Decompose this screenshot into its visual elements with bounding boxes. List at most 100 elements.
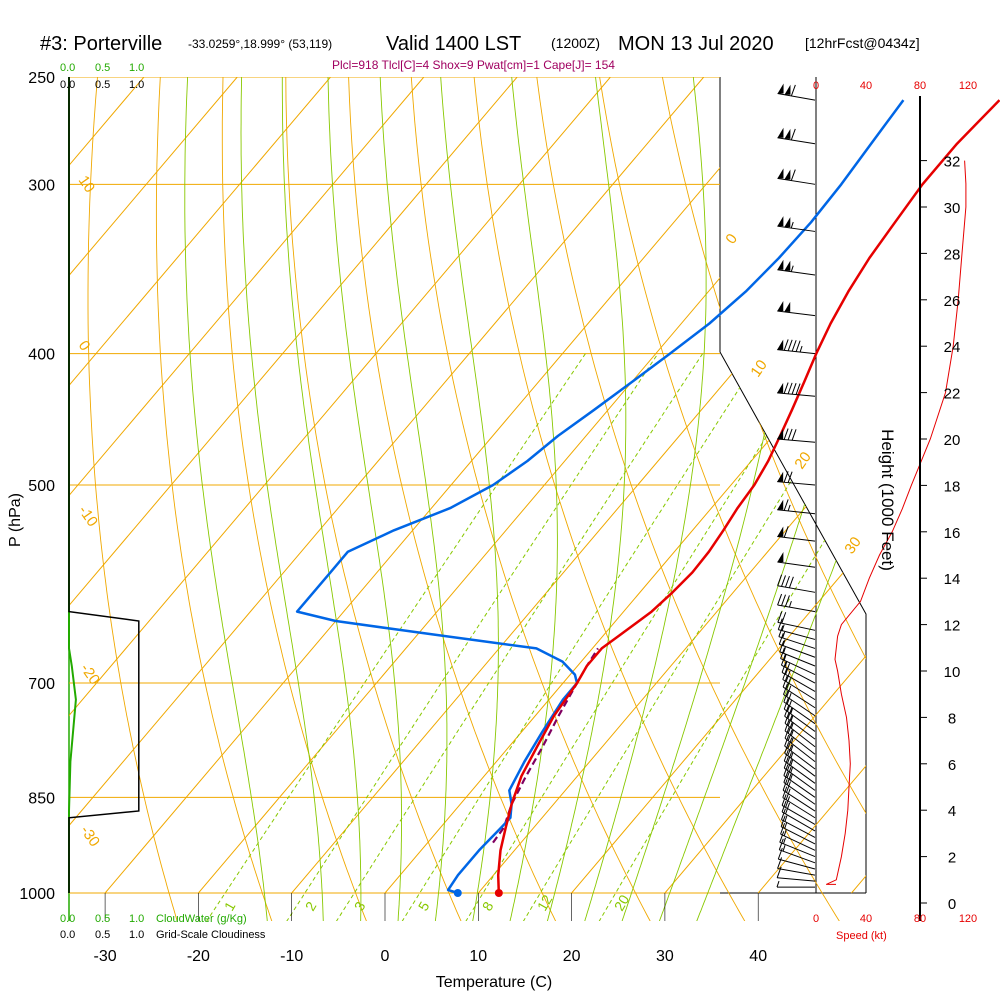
barb-flag — [782, 612, 786, 623]
barb-shaft — [777, 270, 815, 275]
height-tick-label: 30 — [944, 200, 961, 217]
speed-tick-top-1: 40 — [860, 80, 872, 92]
mixing-ratio-line-3 — [336, 354, 702, 922]
height-axis-title: Height (1000 Feet) — [878, 429, 897, 571]
barb-flag — [784, 339, 788, 350]
cloudiness-tick-bottom-2: 1.0 — [129, 929, 144, 941]
pressure-tick-label: 850 — [28, 790, 55, 807]
pressure-tick-label: 1000 — [19, 886, 55, 903]
dry-adiabat-320 — [534, 53, 840, 922]
barb-flag — [782, 575, 786, 586]
dry-adiabat-250 — [88, 53, 177, 922]
moist-adiabat-12 — [435, 0, 498, 922]
barb-half-flag — [789, 601, 791, 607]
cloudiness-label: Grid-Scale Cloudiness — [156, 929, 266, 941]
speed-tick-top-0: 0 — [813, 80, 819, 92]
height-tick-label: 32 — [944, 154, 961, 171]
barb-shaft — [777, 439, 815, 442]
cloudiness-tick-bottom-0: 0.0 — [60, 929, 75, 941]
height-tick-label: 26 — [944, 293, 961, 310]
temperature-trace — [498, 100, 999, 893]
barb-pennant — [777, 216, 783, 226]
wind-barb — [777, 881, 815, 887]
barb-pennant — [784, 169, 790, 179]
height-tick-label: 2 — [948, 850, 956, 867]
wind-barb — [781, 816, 815, 844]
mixing-ratio-label: 1 — [221, 899, 239, 914]
wind-barb — [777, 339, 815, 353]
wind-barb — [778, 594, 815, 612]
speed-tick-bottom-3: 120 — [959, 913, 977, 925]
surface-temperature-point — [495, 889, 503, 897]
barb-flag — [788, 383, 792, 394]
cloudwater-tick-top-1: 0.5 — [95, 62, 110, 74]
dry-adiabat-280 — [286, 53, 462, 922]
wind-barbs — [777, 83, 815, 887]
cloudiness-tick-bottom-1: 0.5 — [95, 929, 110, 941]
wind-barb — [777, 429, 815, 443]
barb-shaft — [777, 311, 815, 316]
barb-pennant — [777, 472, 783, 482]
height-tick-label: 8 — [948, 710, 956, 727]
station-title: #3: Porterville — [40, 33, 162, 55]
dry-adiabat-390 — [968, 53, 1000, 922]
valid-zulu: (1200Z) — [551, 35, 600, 51]
valid-date: MON 13 Jul 2020 — [618, 33, 774, 55]
barb-pennant — [784, 261, 790, 271]
cloudwater-tick-bottom-0: 0.0 — [60, 913, 75, 925]
wind-barb — [778, 575, 815, 593]
barb-shaft — [777, 878, 815, 881]
wind-barb — [777, 471, 815, 485]
pressure-tick-label: 250 — [28, 70, 55, 87]
temperature-tick-label: 10 — [469, 948, 487, 965]
barb-shaft — [778, 93, 815, 100]
barb-shaft — [780, 842, 815, 856]
speed-tick-bottom-2: 80 — [914, 913, 926, 925]
height-tick-label: 0 — [948, 896, 956, 913]
barb-pennant — [777, 260, 783, 270]
height-tick-label: 16 — [944, 525, 961, 542]
mixing-ratio-label: 8 — [479, 899, 497, 914]
barb-half-flag — [800, 346, 802, 352]
speed-tick-top-3: 120 — [959, 80, 977, 92]
height-tick-label: 20 — [944, 432, 961, 449]
cloudiness-tick-top-2: 1.0 — [129, 79, 144, 91]
x-axis-title: Temperature (C) — [436, 974, 552, 991]
barb-shaft — [777, 138, 815, 144]
barb-flag — [789, 577, 793, 588]
speed-tick-top-2: 80 — [914, 80, 926, 92]
isotherm-label: 30 — [841, 534, 864, 557]
cloudwater-tick-bottom-2: 1.0 — [129, 913, 144, 925]
height-tick-label: 18 — [944, 478, 961, 495]
mixing-ratio-label: 12 — [534, 892, 556, 914]
barb-pennant — [777, 526, 783, 536]
wind-barb — [777, 260, 815, 275]
barb-flag — [791, 85, 795, 96]
wind-barb — [778, 83, 815, 100]
barb-flag — [782, 595, 786, 606]
barb-shaft — [777, 536, 815, 541]
temperature-tick-label: -30 — [94, 948, 117, 965]
temperature-tick-label: -20 — [187, 948, 210, 965]
wind-barb — [777, 128, 815, 144]
barb-flag — [780, 831, 784, 842]
moist-adiabat-16 — [502, 0, 557, 922]
barb-half-flag — [791, 222, 793, 228]
barb-flag — [785, 576, 789, 587]
stability-indices: Plcl=918 Tlcl[C]=4 Shox=9 Pwat[cm]=1 Cap… — [332, 58, 615, 72]
wind-barb — [777, 526, 815, 541]
height-tick-label: 6 — [948, 757, 956, 774]
barb-flag — [791, 170, 795, 181]
height-tick-label: 10 — [944, 664, 961, 681]
dry-adiabat-290 — [348, 53, 556, 922]
barb-pennant — [777, 168, 783, 178]
background-lines — [0, 0, 1000, 922]
speed-axis-label: Speed (kt) — [836, 930, 887, 942]
barb-flag — [792, 429, 796, 440]
barb-pennant — [777, 340, 783, 350]
barb-flag — [796, 341, 800, 352]
barb-half-flag — [783, 845, 785, 851]
